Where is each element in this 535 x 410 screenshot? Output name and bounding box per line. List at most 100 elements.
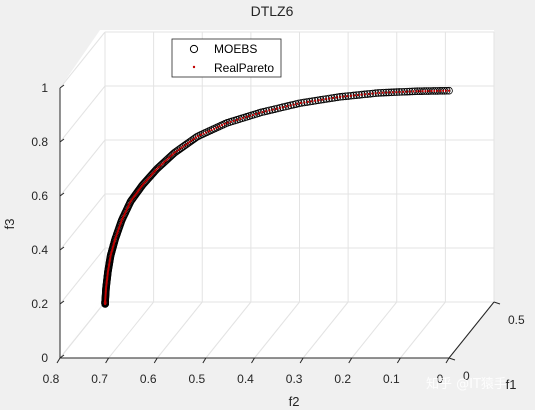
x-tick-label: 0.5: [508, 313, 525, 327]
realpareto-point: [328, 97, 331, 100]
realpareto-point: [444, 89, 448, 92]
realpareto-point: [119, 221, 123, 224]
realpareto-point: [248, 114, 251, 118]
realpareto-point: [128, 202, 131, 205]
realpareto-point: [152, 171, 155, 174]
z-tick-label: 0.4: [31, 243, 48, 257]
realpareto-point: [313, 99, 317, 102]
realpareto-point: [245, 115, 248, 119]
realpareto-point: [205, 131, 208, 134]
legend-marker-moebs: [189, 44, 199, 54]
grid-z-3-left: [59, 139, 106, 197]
moebs-point: [294, 99, 303, 108]
realpareto-point: [223, 122, 226, 126]
grid-z-5-left: [59, 31, 106, 89]
realpareto-point: [120, 219, 123, 222]
realpareto-point: [116, 230, 120, 233]
y-tick-label: 0.2: [334, 372, 351, 386]
legend-marker-realpareto: [192, 65, 196, 69]
realpareto-point: [261, 110, 264, 114]
y-tick-label: 0.7: [91, 372, 108, 386]
realpareto-point: [292, 103, 295, 106]
realpareto-point: [126, 206, 130, 209]
y-tick-mark: [105, 357, 110, 364]
realpareto-point: [264, 110, 267, 113]
realpareto-point: [115, 233, 118, 236]
realpareto-point: [142, 183, 145, 186]
realpareto-point: [303, 101, 306, 104]
realpareto-point: [278, 106, 281, 110]
realpareto-point: [121, 218, 124, 221]
realpareto-point: [226, 121, 229, 124]
left-wall: [60, 30, 100, 358]
z-tick-mark: [59, 192, 65, 197]
moebs-point: [260, 107, 268, 116]
realpareto-point: [190, 139, 193, 142]
x-tick-mark: [448, 357, 456, 361]
x-axis-label: f1: [506, 377, 517, 392]
watermark: 知乎 @IT猿手: [426, 376, 507, 392]
realpareto-point: [176, 149, 179, 152]
realpareto-point: [180, 146, 183, 149]
realpareto-point: [360, 93, 363, 96]
grid-y-2-floor: [156, 301, 203, 359]
realpareto-point: [210, 128, 213, 132]
realpareto-point: [282, 105, 285, 109]
y-tick-label: 0.6: [140, 372, 157, 386]
realpareto-point: [170, 153, 174, 157]
z-axis-label: f3: [2, 219, 17, 230]
realpareto-point: [118, 224, 121, 228]
y-tick-mark: [202, 357, 207, 364]
moebs-point: [316, 96, 325, 104]
grid-y-4-floor: [254, 301, 300, 359]
realpareto-point: [123, 212, 126, 216]
realpareto-point: [363, 93, 367, 96]
realpareto-point: [418, 90, 421, 93]
realpareto-point: [178, 148, 181, 151]
realpareto-point: [335, 96, 338, 99]
realpareto-point: [275, 107, 278, 110]
realpareto-point: [169, 155, 172, 158]
moebs-point: [366, 89, 374, 98]
realpareto-point: [174, 151, 177, 154]
z-tick-labels: 0 0.2 0.4 0.6 0.8 1: [31, 81, 65, 365]
y-tick-label: 0: [437, 372, 444, 386]
realpareto-point: [144, 180, 147, 183]
realpareto-point: [331, 96, 335, 100]
y-tick-mark: [56, 357, 61, 364]
realpareto-point: [172, 152, 175, 155]
y-tick-label: 0.8: [43, 372, 60, 386]
z-tick-mark: [59, 138, 65, 143]
grid-y-1-floor: [108, 301, 155, 359]
z-tick-label: 1: [41, 81, 48, 95]
moebs-point: [292, 100, 300, 108]
realpareto-point: [430, 89, 433, 93]
moebs-point: [327, 94, 336, 102]
z-tick-mark: [59, 354, 65, 359]
realpareto-point: [127, 204, 130, 207]
z-tick-label: 0: [41, 351, 48, 365]
y-tick-label: 0.3: [286, 372, 303, 386]
grid-y-7-floor: [399, 301, 446, 359]
realpareto-point: [155, 168, 158, 171]
realpareto-point: [192, 137, 195, 141]
realpareto-point: [115, 235, 118, 238]
y-tick-label: 0.4: [237, 372, 254, 386]
realpareto-point: [151, 173, 154, 176]
realpareto-point: [324, 97, 327, 101]
realpareto-point: [161, 162, 164, 165]
realpareto-point: [162, 161, 166, 164]
realpareto-point: [381, 91, 384, 94]
realpareto-point: [342, 95, 345, 98]
realpareto-point: [158, 165, 161, 168]
realpareto-point: [299, 101, 302, 105]
realpareto-point: [114, 236, 117, 240]
realpareto-point: [159, 164, 162, 167]
legend-box: [171, 38, 282, 78]
realpareto-point: [271, 108, 274, 111]
moebs-point: [319, 95, 328, 104]
y-tick-mark: [396, 357, 401, 364]
y-tick-mark: [251, 357, 255, 364]
moebs-point: [341, 92, 350, 101]
moebs-point: [270, 105, 279, 113]
